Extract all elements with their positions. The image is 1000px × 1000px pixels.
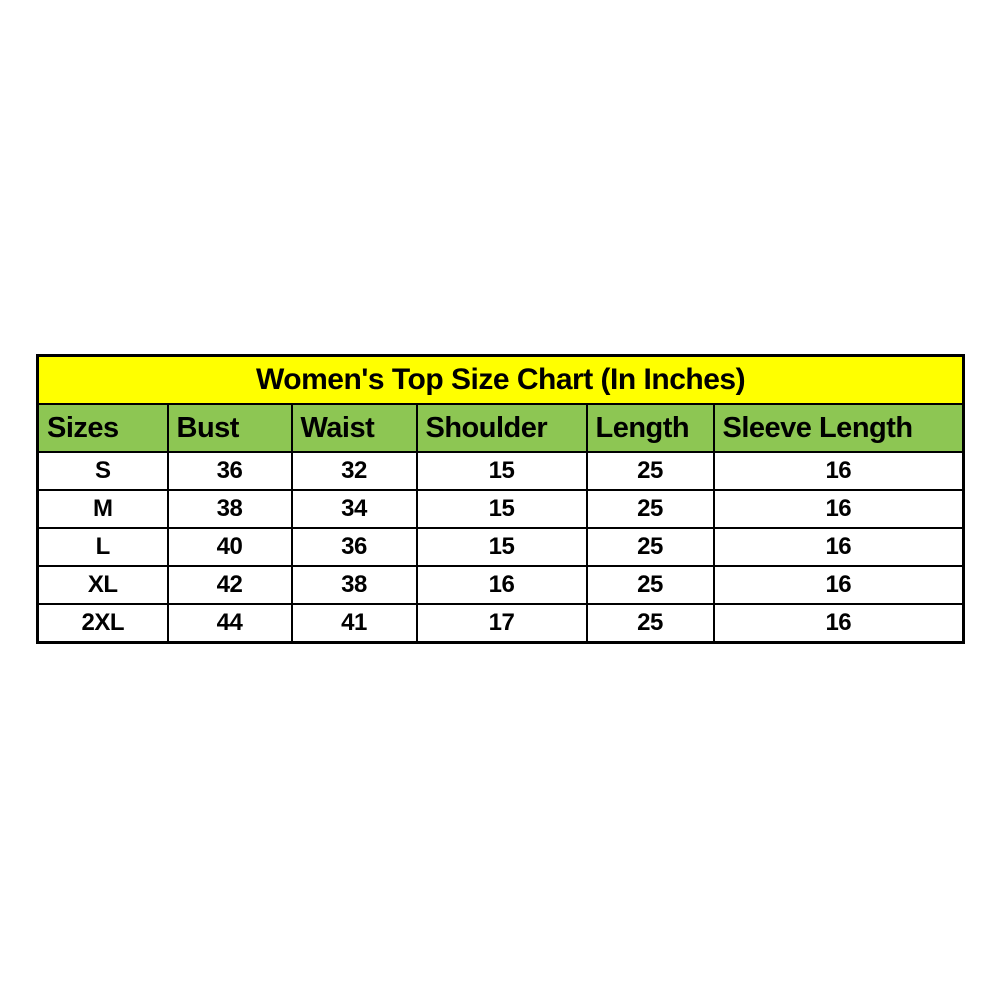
table-row-l: L 40 36 15 25 16 [36,527,965,567]
size-cell: XL [36,565,169,605]
bust-cell: 42 [166,565,293,605]
shoulder-cell: 16 [415,565,588,605]
title-row: Women's Top Size Chart (In Inches) [36,354,965,405]
size-cell: M [36,489,169,529]
table-row-s: S 36 32 15 25 16 [36,451,965,491]
header-row: Sizes Bust Waist Shoulder Length Sleeve … [36,403,965,453]
column-header-sleeve-length: Sleeve Length [712,403,965,453]
shoulder-cell: 15 [415,451,588,491]
shoulder-cell: 15 [415,527,588,567]
bust-cell: 44 [166,603,293,644]
waist-cell: 32 [290,451,418,491]
length-cell: 25 [585,489,715,529]
waist-cell: 41 [290,603,418,644]
column-header-bust: Bust [166,403,293,453]
waist-cell: 36 [290,527,418,567]
length-cell: 25 [585,603,715,644]
sleeve-length-cell: 16 [712,565,965,605]
sleeve-length-cell: 16 [712,451,965,491]
table-row-2xl: 2XL 44 41 17 25 16 [36,603,965,644]
column-header-waist: Waist [290,403,418,453]
shoulder-cell: 15 [415,489,588,529]
column-header-length: Length [585,403,715,453]
size-cell: L [36,527,169,567]
size-cell: S [36,451,169,491]
waist-cell: 38 [290,565,418,605]
column-header-sizes: Sizes [36,403,169,453]
bust-cell: 40 [166,527,293,567]
shoulder-cell: 17 [415,603,588,644]
size-cell: 2XL [36,603,169,644]
bust-cell: 36 [166,451,293,491]
table-row-m: M 38 34 15 25 16 [36,489,965,529]
column-header-shoulder: Shoulder [415,403,588,453]
sleeve-length-cell: 16 [712,489,965,529]
length-cell: 25 [585,565,715,605]
chart-title: Women's Top Size Chart (In Inches) [36,354,965,405]
length-cell: 25 [585,451,715,491]
size-chart-table: Women's Top Size Chart (In Inches) Sizes… [36,354,966,644]
length-cell: 25 [585,527,715,567]
table-row-xl: XL 42 38 16 25 16 [36,565,965,605]
sleeve-length-cell: 16 [712,603,965,644]
sleeve-length-cell: 16 [712,527,965,567]
waist-cell: 34 [290,489,418,529]
bust-cell: 38 [166,489,293,529]
